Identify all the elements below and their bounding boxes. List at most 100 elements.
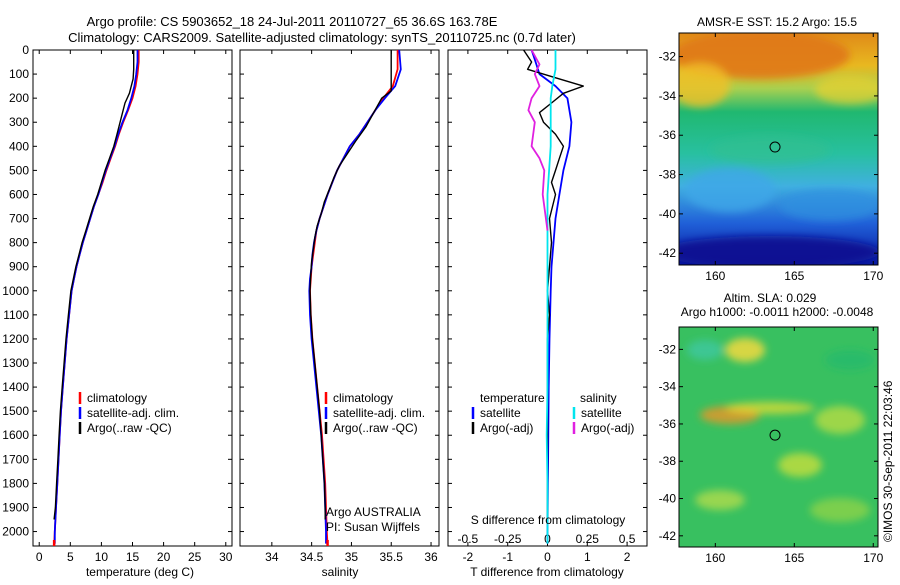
y-tick-label: 800 — [9, 236, 29, 250]
difference-panel: -2 -1 0 1 2 -0.5 -0.25 0 0.25 0.5 S difference f… — [447, 49, 648, 579]
s-tick-label: 0.25 — [576, 532, 600, 546]
y-tick-label: 1900 — [2, 500, 29, 514]
y-tick-label: 1800 — [2, 476, 29, 490]
series-line-argo-raw-qc- — [309, 50, 392, 520]
salinity-depth-ticks — [240, 49, 439, 533]
series-line-temperature-satellite — [530, 49, 573, 544]
series-line-argo-raw-qc- — [53, 50, 135, 520]
x-tick-label: 25 — [188, 550, 202, 564]
salinity-panel: 34 34.5 35 35.5 36 salinity climatology sate… — [239, 49, 440, 579]
y-tick-label: 1400 — [2, 380, 29, 394]
lat-tick-label: -38 — [659, 168, 677, 182]
y-tick-label: 1600 — [2, 428, 29, 442]
argo-location-marker — [769, 141, 781, 153]
lat-tick-label: -42 — [659, 529, 677, 543]
legend-label-sal-argo: Argo(-adj) — [581, 421, 634, 435]
y-tick-label: 500 — [9, 163, 29, 177]
y-tick-label: 100 — [9, 67, 29, 81]
y-tick-label: 0 — [22, 43, 29, 57]
x-tick-label: 35.5 — [380, 550, 404, 564]
salinity-xlabel: salinity — [322, 565, 359, 579]
lat-tick-label: -34 — [659, 89, 677, 103]
x-tick-label: -2 — [463, 550, 474, 564]
argo-pi-label: PI: Susan Wijffels — [326, 520, 420, 534]
y-tick-label: 200 — [9, 91, 29, 105]
x-tick-label: 0 — [36, 550, 43, 564]
x-tick-label: 1 — [584, 550, 591, 564]
sst-map: AMSR-E SST: 15.2 Argo: 15.5 -32 -34 -36 -38… — [659, 15, 884, 283]
temperature-legend: climatology satellite-adj. clim. Argo(..… — [78, 391, 179, 435]
lon-tick-label: 165 — [784, 269, 804, 283]
y-tick-label: 2000 — [2, 525, 29, 539]
argo-location-marker — [769, 429, 781, 441]
x-tick-label: 5 — [67, 550, 74, 564]
x-tick-label: -1 — [502, 550, 513, 564]
legend-label-argo: Argo(..raw -QC) — [333, 421, 418, 435]
sst-map-title: AMSR-E SST: 15.2 Argo: 15.5 — [697, 15, 857, 29]
difference-depth-ticks — [448, 49, 647, 533]
lon-tick-label: 160 — [705, 551, 725, 565]
legend-label-climatology: climatology — [333, 391, 393, 405]
temperature-panel: 0100200300400500600700800900100011001200… — [2, 43, 232, 579]
salinity-series — [308, 49, 402, 547]
s-tick-label: -0.25 — [494, 532, 522, 546]
y-tick-label: 900 — [9, 260, 29, 274]
sst-image — [679, 33, 878, 265]
x-tick-label: 10 — [95, 550, 109, 564]
x-tick-label: 34.5 — [300, 550, 324, 564]
series-line-salinity-satellite — [545, 50, 557, 544]
legend-label-satellite: satellite-adj. clim. — [87, 406, 179, 420]
lat-tick-label: -40 — [659, 207, 677, 221]
difference-legend: temperature salinity satellite Argo(-adj… — [471, 391, 634, 435]
depth-axis: 0 100 200 300 400 500 600 700 800 900 1000 1100 1200… — [2, 43, 232, 539]
title-line-2: Climatology: CARS2009. Satellite-adjuste… — [68, 30, 576, 45]
legend-label-temp-satellite: satellite — [480, 406, 521, 420]
lon-tick-label: 160 — [705, 269, 725, 283]
y-tick-label: 300 — [9, 115, 29, 129]
sla-image — [679, 327, 878, 547]
y-tick-label: 700 — [9, 212, 29, 226]
title-line-1: Argo profile: CS 5903652_18 24-Jul-2011 … — [87, 14, 498, 29]
temperature-xlabel: temperature (deg C) — [86, 565, 194, 579]
x-tick-label: 2 — [624, 550, 631, 564]
y-tick-label: 600 — [9, 187, 29, 201]
y-tick-label: 1000 — [2, 284, 29, 298]
x-tick-label: 0 — [544, 550, 551, 564]
lat-tick-label: -38 — [659, 454, 677, 468]
s-tick-label: -0.5 — [458, 532, 479, 546]
sla-map: Altim. SLA: 0.029 Argo h1000: -0.0011 h2… — [659, 291, 884, 565]
t-difference-x-axis: -2 -1 0 1 2 — [463, 50, 631, 564]
s-difference-label: S difference from climatology — [471, 513, 626, 527]
sla-map-axes: -32 -34 -36 -38 -40 -42 160 165 170 — [659, 327, 884, 565]
lon-tick-label: 170 — [863, 551, 883, 565]
t-difference-label: T difference from climatology — [470, 565, 624, 579]
temperature-x-axis: 0 5 10 15 20 25 30 — [36, 50, 233, 564]
lat-tick-label: -42 — [659, 246, 677, 260]
sst-map-axes: -32 -34 -36 -38 -40 -42 160 165 170 — [659, 33, 884, 283]
salinity-plot-frame — [239, 49, 440, 547]
x-tick-label: 36 — [424, 550, 438, 564]
y-tick-label: 1500 — [2, 404, 29, 418]
legend-label-temp-argo: Argo(-adj) — [480, 421, 533, 435]
salinity-legend: climatology satellite-adj. clim. Argo(..… — [324, 391, 425, 435]
y-tick-label: 1300 — [2, 356, 29, 370]
lat-tick-label: -36 — [659, 417, 677, 431]
lat-tick-label: -32 — [659, 50, 677, 64]
imos-timestamp: ©IMOS 30-Sep-2011 22:03:46 — [881, 380, 895, 542]
temperature-plot-frame — [32, 49, 233, 547]
x-tick-label: 34 — [265, 550, 279, 564]
legend-label-climatology: climatology — [87, 391, 147, 405]
sla-map-subtitle: Argo h1000: -0.0011 h2000: -0.0048 — [681, 305, 874, 319]
legend-header-salinity: salinity — [580, 391, 617, 405]
y-tick-label: 1200 — [2, 332, 29, 346]
y-tick-label: 1100 — [3, 308, 29, 322]
legend-label-satellite: satellite-adj. clim. — [333, 406, 425, 420]
difference-series — [523, 49, 584, 544]
lat-tick-label: -32 — [659, 342, 677, 356]
legend-label-sal-satellite: satellite — [581, 406, 622, 420]
argo-program-label: Argo AUSTRALIA — [326, 505, 421, 519]
lat-tick-label: -34 — [659, 380, 677, 394]
legend-header-temperature: temperature — [480, 391, 545, 405]
salinity-x-axis: 34 34.5 35 35.5 36 — [265, 50, 438, 564]
